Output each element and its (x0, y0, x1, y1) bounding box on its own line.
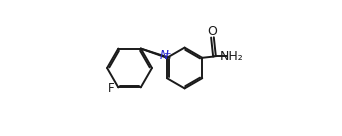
Text: +: + (163, 49, 170, 58)
Text: O: O (208, 25, 218, 38)
Text: F: F (108, 82, 114, 95)
Text: NH₂: NH₂ (220, 50, 244, 63)
Text: N: N (160, 49, 168, 62)
